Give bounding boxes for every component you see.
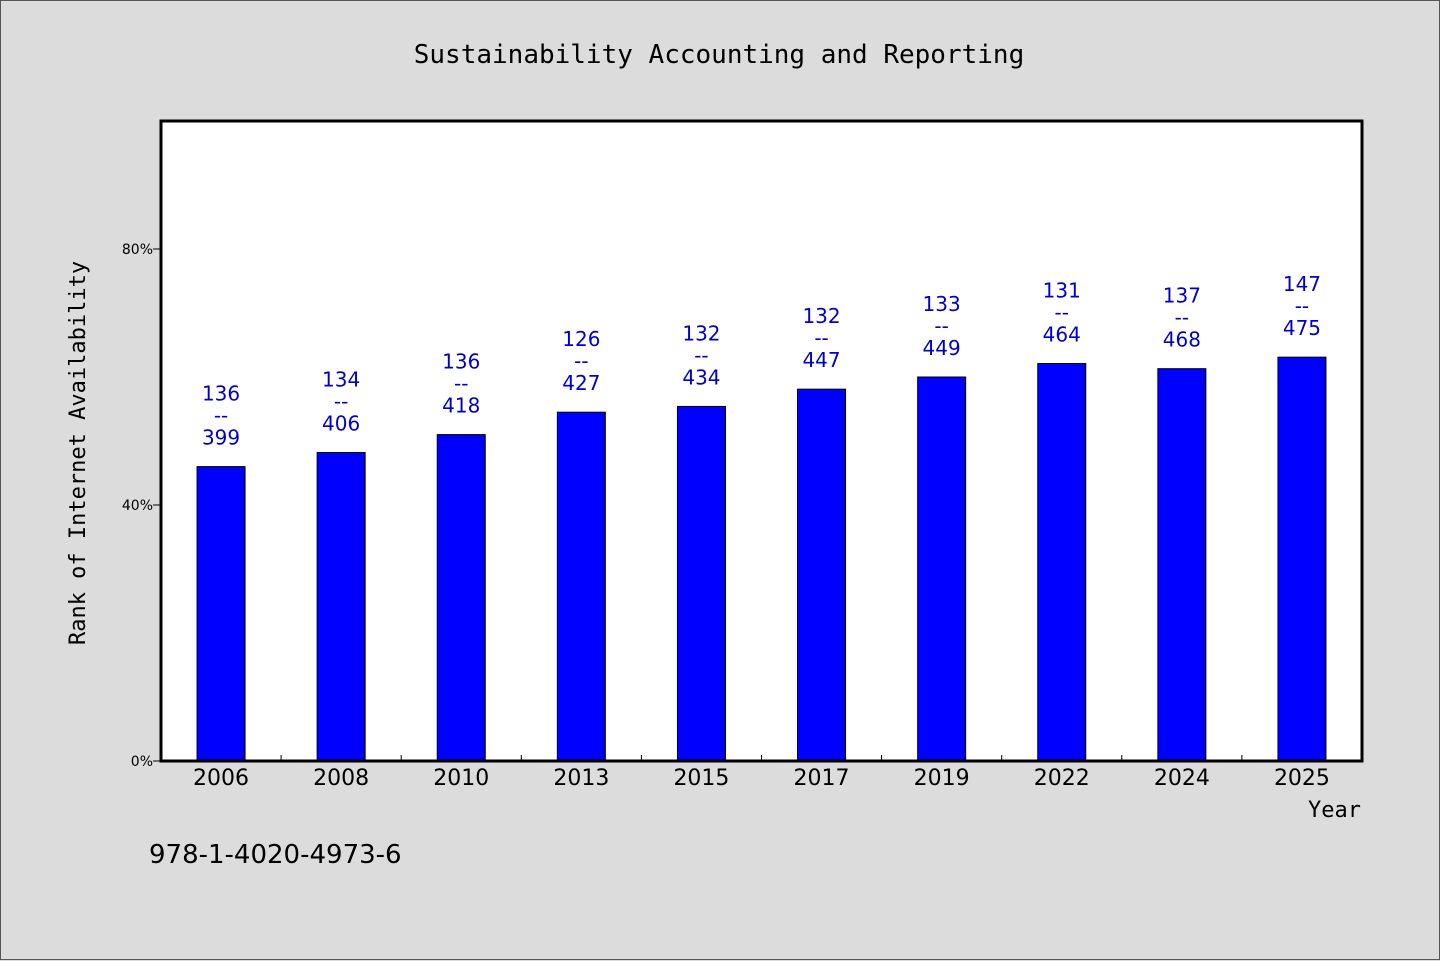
bar	[316, 452, 366, 762]
data-label-bottom: 399	[202, 426, 240, 450]
data-label-top: 147	[1283, 272, 1321, 296]
bars-layer	[196, 356, 1327, 762]
data-label-top: 137	[1163, 284, 1201, 308]
data-label-bottom: 418	[442, 394, 480, 418]
x-tick-label: 2010	[433, 766, 489, 791]
data-label-bottom: 447	[802, 348, 840, 372]
bar	[797, 388, 847, 762]
bar	[556, 411, 606, 762]
data-label-separator: --	[574, 349, 588, 373]
data-labels-layer: 136--399134--406136--418126--427132--434…	[202, 272, 1321, 449]
data-label-bottom: 427	[562, 371, 600, 395]
x-tick-label: 2008	[313, 766, 369, 791]
data-label-top: 133	[923, 292, 961, 316]
data-label-separator: --	[934, 314, 948, 338]
bar	[1277, 356, 1327, 762]
x-tick-label: 2022	[1034, 766, 1090, 791]
data-label-separator: --	[1055, 301, 1069, 325]
data-label-bottom: 434	[682, 365, 720, 389]
y-tick-label: 80%	[122, 242, 153, 258]
data-label-separator: --	[214, 404, 228, 428]
bar	[1037, 363, 1087, 762]
data-label-separator: --	[334, 390, 348, 414]
x-axis-label: Year	[1308, 798, 1361, 823]
bar	[436, 434, 486, 762]
data-label-top: 132	[682, 321, 720, 345]
y-tick-label: 40%	[122, 498, 153, 514]
data-label-separator: --	[694, 343, 708, 367]
x-tick-label: 2013	[553, 766, 609, 791]
ticks-layer: 0% 40% 80% 2006 2008 2010 2013 2015 2017 2019 2022…	[122, 242, 1330, 791]
x-tick-label: 2019	[914, 766, 970, 791]
x-tick-label: 2017	[794, 766, 850, 791]
plot-border	[159, 119, 1364, 763]
x-tick-label: 2006	[193, 766, 249, 791]
data-label-bottom: 449	[923, 336, 961, 360]
y-axis-label: Rank of Internet Availability	[66, 261, 91, 645]
data-label-separator: --	[454, 372, 468, 396]
data-label-top: 131	[1043, 279, 1081, 303]
bar	[917, 376, 967, 762]
x-tick-label: 2015	[673, 766, 729, 791]
bar	[196, 466, 246, 762]
chart-title: Sustainability Accounting and Reporting	[414, 40, 1024, 70]
data-label-top: 132	[802, 304, 840, 328]
bar	[1157, 368, 1207, 762]
y-tick-label: 0%	[131, 754, 153, 770]
bar	[676, 405, 726, 762]
data-label-separator: --	[1175, 306, 1189, 330]
data-label-separator: --	[814, 326, 828, 350]
data-label-top: 134	[322, 368, 360, 392]
x-tick-label: 2025	[1274, 766, 1330, 791]
data-label-top: 126	[562, 327, 600, 351]
data-label-bottom: 475	[1283, 316, 1321, 340]
isbn-text: 978-1-4020-4973-6	[149, 840, 402, 870]
data-label-bottom: 406	[322, 412, 360, 436]
data-label-bottom: 464	[1043, 323, 1081, 347]
data-label-bottom: 468	[1163, 328, 1201, 352]
x-tick-label: 2024	[1154, 766, 1210, 791]
data-label-separator: --	[1295, 294, 1309, 318]
data-label-top: 136	[202, 382, 240, 406]
data-label-top: 136	[442, 350, 480, 374]
